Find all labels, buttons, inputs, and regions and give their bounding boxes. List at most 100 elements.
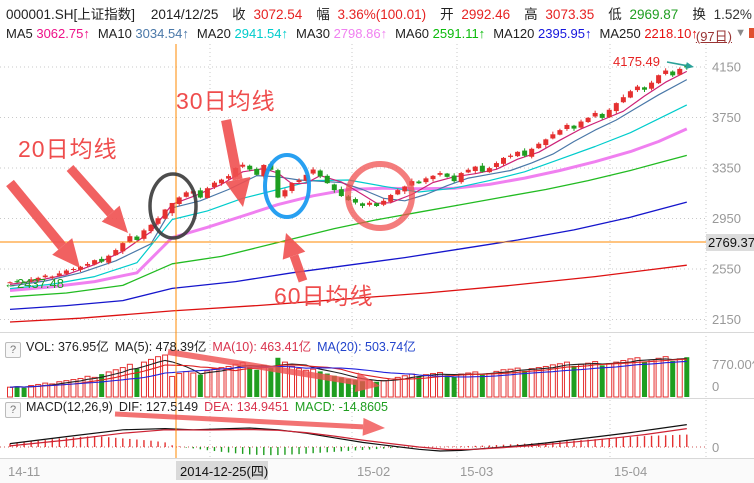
candlestick [592, 112, 598, 117]
candlestick [493, 163, 499, 167]
candlestick [423, 178, 429, 183]
candlestick [515, 151, 521, 157]
indicator-legend-item: MA(5): 478.39亿 [114, 340, 207, 354]
volume-ma5-line [9, 357, 687, 388]
candlestick [324, 175, 330, 184]
y-axis-tick: 4150 [712, 60, 741, 75]
candlestick [310, 169, 316, 174]
volume-bar [387, 378, 394, 398]
ma120-line [9, 201, 687, 311]
candlestick [148, 224, 154, 232]
volume-bar [542, 365, 549, 398]
volume-bar [486, 373, 493, 398]
quote-top-bar: 000001.SH[上证指数] 2014/12/25 收 3072.54 幅 3.… [6, 3, 752, 23]
candlestick [367, 202, 373, 205]
volume-bar [451, 376, 457, 397]
ma60-arrow-head [282, 233, 306, 260]
candlestick [303, 174, 309, 181]
ma250-line [9, 264, 687, 323]
volume-bar [331, 375, 337, 397]
candlestick [416, 181, 422, 184]
ma-period-link[interactable]: (97日) [695, 29, 732, 44]
volume-bar [599, 365, 605, 397]
candlestick [275, 170, 281, 198]
candlestick [183, 192, 189, 197]
chevron-down-icon[interactable]: ▼ [735, 27, 746, 39]
volume-bar [140, 361, 147, 398]
ma-legend-item: MA120 2395.95↑ [493, 26, 592, 41]
candlestick [162, 209, 168, 219]
candlestick [197, 190, 203, 198]
candlestick [571, 125, 577, 129]
ma60-arrow-shaft [289, 254, 308, 283]
volume-bar [416, 376, 422, 397]
candlestick [374, 203, 380, 207]
volume-bar [338, 377, 344, 397]
candlestick [557, 130, 563, 135]
candlestick [282, 190, 288, 197]
volume-bar [422, 374, 429, 398]
candlestick [331, 184, 337, 191]
volume-bar [500, 369, 507, 398]
annotation-ma60-label: 60日均线 [274, 283, 374, 309]
candlestick [430, 175, 436, 180]
quote-field: 收 3072.54 [232, 7, 303, 22]
help-icon[interactable]: ? [5, 342, 21, 358]
volume-bar [507, 368, 514, 398]
volume-bar [472, 371, 479, 398]
volume-bar [676, 358, 683, 398]
volume-bar [211, 368, 218, 398]
volume-bar [535, 367, 542, 398]
symbol-name[interactable]: 000001.SH[上证指数] [6, 7, 136, 22]
volume-bar [571, 365, 577, 397]
candlestick [21, 281, 27, 283]
volume-ma10-line [9, 358, 687, 388]
volume-bar [493, 370, 500, 398]
volume-bar [77, 377, 84, 398]
volume-legend-items: VOL: 376.95亿 MA(5): 478.39亿 MA(10): 463.41… [26, 340, 422, 354]
candlestick [634, 86, 640, 91]
volume-bar [99, 374, 105, 397]
candlestick [508, 155, 514, 157]
volume-bar [324, 373, 330, 397]
candlestick [219, 179, 224, 184]
x-axis-strip [0, 459, 754, 483]
volume-bar [162, 354, 169, 398]
help-icon[interactable]: ? [5, 402, 21, 418]
crosshair-price-box [706, 234, 754, 251]
volume-bar [655, 357, 662, 398]
candlestick [578, 121, 584, 128]
candlestick [56, 273, 62, 276]
volume-bar [218, 367, 225, 398]
volume-bar [232, 363, 239, 398]
volume-bar [684, 357, 690, 397]
annotation-ma20-label: 20日均线 [18, 136, 118, 162]
candlestick [7, 282, 13, 284]
candlestick [458, 173, 464, 183]
quote-field: 低 2969.87 [608, 7, 679, 22]
candlestick [134, 236, 140, 240]
volume-bar [634, 357, 641, 398]
volume-bar [14, 386, 20, 397]
macd-dea-line [9, 428, 687, 451]
candlestick [472, 166, 478, 172]
candlestick [113, 250, 119, 256]
candlestick [42, 275, 48, 278]
volume-bar [514, 367, 521, 398]
ma20-line [9, 104, 688, 290]
indicator-legend-item: MACD: -14.8605 [294, 400, 388, 414]
y-axis-tick: 2550 [712, 262, 741, 277]
macd-pane-header: ? MACD(12,26,9) DIF: 127.5149 DEA: 134.9451… [5, 400, 394, 418]
toolbar-flag-icon[interactable] [749, 28, 754, 38]
crosshair-price-label: 2769.37 [708, 235, 754, 250]
volume-bar [190, 372, 197, 398]
volume-bar [134, 368, 140, 397]
volume-bar [437, 371, 444, 398]
volume-bar [303, 369, 310, 398]
lowest-price-label: ←2437.48 [4, 276, 64, 291]
high-arrow-head [685, 62, 694, 69]
volume-bar [380, 380, 387, 398]
candlestick [649, 82, 655, 89]
